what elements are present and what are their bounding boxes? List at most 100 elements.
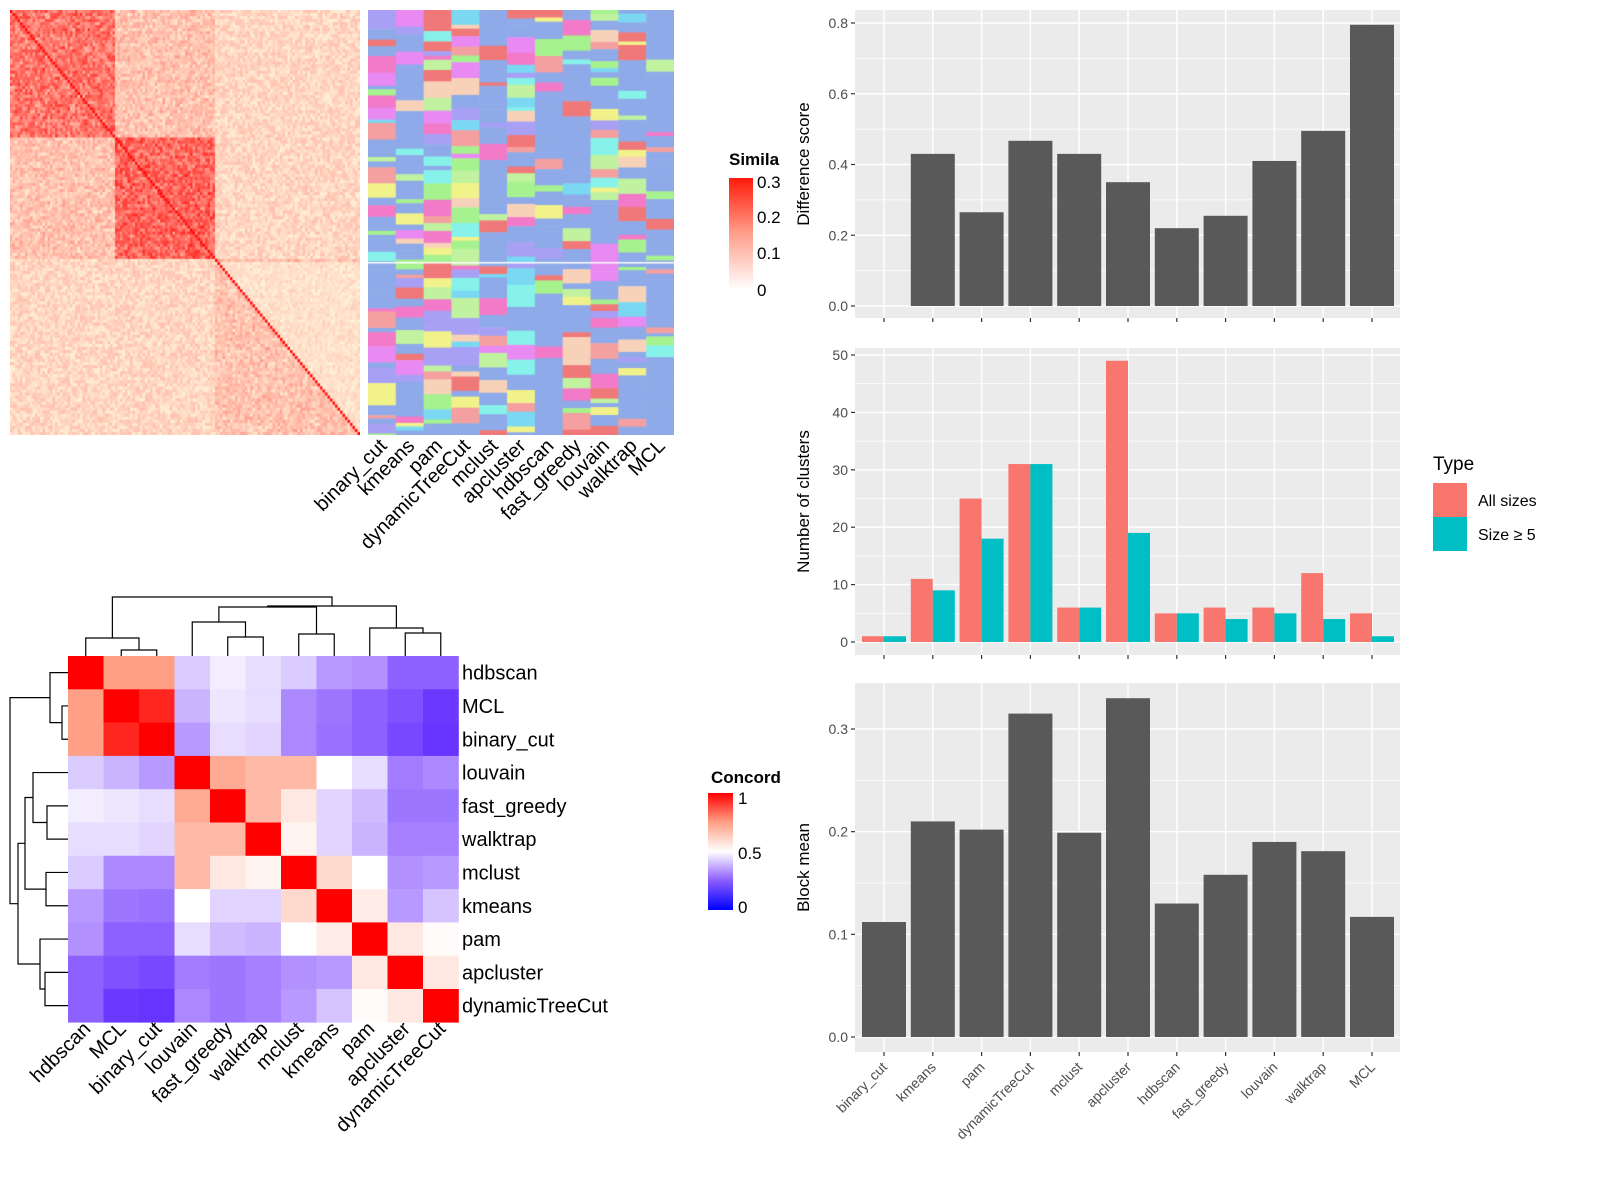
concordance-cell <box>387 855 424 890</box>
concordance-cell <box>245 889 282 923</box>
concordance-row-label: apcluster <box>462 962 543 984</box>
concordance-cell <box>68 755 104 790</box>
concordance-cell <box>423 922 459 956</box>
x-tick-label: apcluster <box>1083 1059 1135 1111</box>
bar <box>1203 874 1248 1037</box>
dendrogram-branch <box>32 771 68 824</box>
bar-size-ge-5 <box>1372 636 1394 642</box>
dendrogram-branch <box>111 596 333 638</box>
dendrogram-branch <box>61 705 68 740</box>
concordance-cell <box>316 889 353 923</box>
concordance-cell <box>423 722 459 757</box>
concordance-legend-title: Concord <box>711 768 781 787</box>
concordance-cell <box>423 989 459 1023</box>
concordance-cell <box>423 755 459 790</box>
concordance-cell <box>423 822 459 857</box>
y-tick-label: 30 <box>832 462 848 478</box>
similarity-legend-colorbar <box>729 178 753 290</box>
concordance-row-label: pam <box>462 929 501 951</box>
y-tick-label: 10 <box>832 577 848 593</box>
y-tick-label: 0 <box>840 634 848 650</box>
concordance-cell <box>387 955 424 990</box>
bar-all-sizes <box>1252 607 1275 642</box>
y-tick-label: 0.1 <box>829 926 849 942</box>
concordance-cell <box>68 822 104 857</box>
dendrogram-branch <box>404 632 442 656</box>
concordance-cell <box>174 955 211 990</box>
concordance-cell <box>139 789 175 823</box>
concordance-cell <box>352 955 388 990</box>
dendrogram-branch <box>49 672 68 724</box>
bar-all-sizes <box>1008 464 1031 642</box>
dendrogram-branch <box>218 606 318 634</box>
concordance-cell <box>281 889 317 923</box>
concordance-legend-colorbar <box>708 793 733 910</box>
bar <box>910 153 955 306</box>
y-tick-label: 0.2 <box>829 824 849 840</box>
bar-all-sizes <box>1154 613 1177 642</box>
y-tick-label: 0.8 <box>829 15 849 31</box>
concordance-cell <box>103 656 140 690</box>
concordance-cell <box>316 722 353 757</box>
concordance-cell <box>387 989 424 1023</box>
concordance-row-label: louvain <box>462 763 525 785</box>
bar-all-sizes <box>1203 607 1226 642</box>
concordance-cell <box>387 922 424 956</box>
concordance-cell <box>281 755 317 790</box>
concordance-cell <box>174 689 211 723</box>
concordance-row-label: MCL <box>462 696 504 718</box>
bar <box>959 212 1004 306</box>
concordance-cell <box>139 889 175 923</box>
y-axis-title: Block mean <box>794 823 813 912</box>
concordance-cell <box>281 789 317 823</box>
concordance-cell <box>245 955 282 990</box>
concordance-row-label: hdbscan <box>462 663 538 685</box>
similarity-legend-title: Simila <box>729 150 780 169</box>
concordance-cell <box>103 755 140 790</box>
concordance-cell <box>245 855 282 890</box>
concordance-cell <box>139 689 175 723</box>
concordance-cell <box>210 656 246 690</box>
bar <box>1106 182 1150 306</box>
concordance-cell <box>68 722 104 757</box>
concordance-cell <box>174 889 211 923</box>
concordance-cell <box>316 922 353 956</box>
bar-all-sizes <box>1350 613 1372 642</box>
y-tick-label: 0.4 <box>829 157 849 173</box>
similarity-legend-tick: 0.3 <box>757 173 781 192</box>
x-tick-label: hdbscan <box>1134 1059 1183 1108</box>
bar <box>1350 24 1394 307</box>
concordance-cell <box>245 755 282 790</box>
concordance-cell <box>423 855 459 890</box>
concordance-cell <box>387 789 424 823</box>
bar <box>1154 228 1199 306</box>
bar-all-sizes <box>959 498 982 642</box>
concordance-cell <box>103 922 140 956</box>
concordance-cell <box>210 989 246 1023</box>
x-tick-label: MCL <box>1346 1059 1378 1091</box>
concordance-cell <box>352 922 388 956</box>
bar-size-ge-5 <box>1030 464 1053 642</box>
y-tick-label: 20 <box>832 519 848 535</box>
dendrogram-branch <box>369 627 424 656</box>
bar-size-ge-5 <box>1128 532 1150 642</box>
concordance-row-label: walktrap <box>461 829 536 851</box>
concordance-cell <box>68 889 104 923</box>
concordance-legend-tick: 0.5 <box>738 844 762 863</box>
dendrogram-branch <box>44 971 68 1007</box>
concordance-cell <box>139 656 175 690</box>
concordance-cell <box>68 922 104 956</box>
bar-all-sizes <box>862 636 884 642</box>
dendrogram-branch <box>9 697 50 905</box>
concordance-cell <box>103 822 140 857</box>
legend-key <box>1433 517 1467 551</box>
concordance-cell <box>423 955 459 990</box>
concordance-cell <box>103 722 140 757</box>
dendrogram-branch <box>17 842 40 965</box>
bar <box>1350 916 1394 1037</box>
concordance-cell <box>352 755 388 790</box>
bar <box>1008 713 1053 1037</box>
concordance-cell <box>210 855 246 890</box>
bar <box>1252 841 1297 1037</box>
dendrogram-branch <box>191 621 247 656</box>
